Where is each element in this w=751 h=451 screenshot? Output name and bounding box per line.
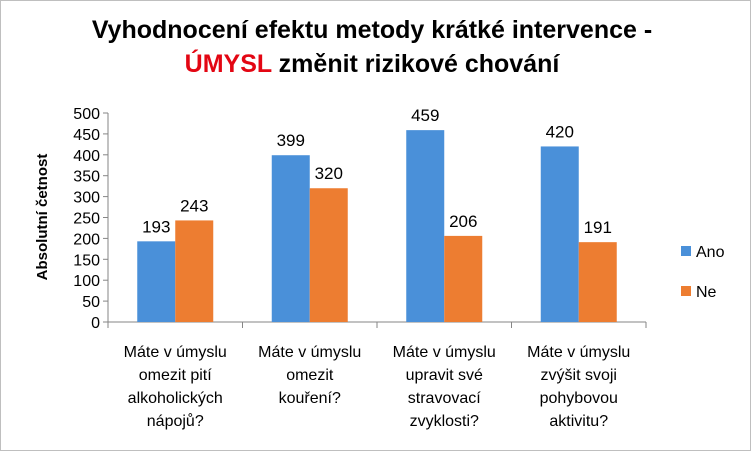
- legend-swatch-ano: [681, 246, 691, 256]
- x-category-label: pohybovou: [540, 390, 618, 407]
- y-tick-label: 450: [73, 127, 100, 144]
- y-tick-label: 400: [73, 148, 100, 165]
- chart-title-rest: změnit rizikové chování: [272, 50, 561, 78]
- data-label: 191: [584, 218, 612, 237]
- bar-ne: [175, 220, 214, 322]
- bar-ano: [540, 146, 579, 322]
- legend-label-ano: Ano: [696, 244, 725, 261]
- x-category-label: upravit své: [406, 367, 483, 384]
- data-label: 459: [411, 106, 439, 125]
- data-label: 420: [546, 122, 574, 141]
- y-tick-label: 250: [73, 211, 100, 228]
- y-tick-label: 100: [73, 273, 100, 290]
- bar-ne: [309, 188, 348, 322]
- x-category-label: Máte v úmyslu: [393, 344, 496, 361]
- chart-title-line1: Vyhodnocení efektu metody krátké interve…: [92, 16, 652, 44]
- x-category-label: aktivitu?: [549, 413, 608, 430]
- data-label: 193: [142, 217, 170, 236]
- data-label: 206: [449, 212, 477, 231]
- data-label: 243: [180, 196, 208, 215]
- x-category-label: Máte v úmyslu: [124, 344, 227, 361]
- x-category-label: nápojů?: [147, 412, 204, 430]
- x-category-label: Máte v úmyslu: [258, 344, 361, 361]
- bar-ano: [406, 130, 445, 322]
- y-tick-label: 150: [73, 252, 100, 269]
- x-category-label: Máte v úmyslu: [527, 344, 630, 361]
- x-category-label: alkoholických: [128, 390, 223, 407]
- plot-area: 0 50 100 150 200 250 300 350 400 450 500 193 243 Máte…: [73, 106, 647, 430]
- legend: Ano Ne: [681, 244, 725, 301]
- x-category-label: omezit: [286, 367, 334, 384]
- data-label: 320: [315, 164, 343, 183]
- x-category-label: stravovací: [408, 390, 481, 407]
- x-category-label: zvyklosti?: [410, 413, 479, 430]
- bar-ne: [578, 242, 617, 322]
- y-tick-label: 350: [73, 169, 100, 186]
- y-tick-label: 200: [73, 231, 100, 248]
- y-tick-label: 500: [73, 106, 100, 123]
- chart-title-line2: ÚMYSL změnit rizikové chování: [185, 48, 561, 78]
- y-tick-label: 300: [73, 190, 100, 207]
- x-category-label: omezit pití: [139, 367, 212, 384]
- legend-swatch-ne: [681, 286, 691, 296]
- bar-ano: [137, 241, 176, 322]
- chart-title-accent: ÚMYSL: [185, 48, 272, 78]
- data-label: 399: [277, 131, 305, 150]
- bar-ne: [444, 235, 483, 322]
- x-category-label: kouření?: [279, 390, 341, 407]
- y-tick-label: 0: [91, 315, 100, 332]
- y-axis-label: Absolutní četnost: [34, 154, 51, 281]
- y-tick-label: 50: [82, 294, 100, 311]
- legend-label-ne: Ne: [696, 284, 717, 301]
- bar-ano: [271, 155, 310, 322]
- x-category-label: zvýšit svoji: [541, 367, 617, 384]
